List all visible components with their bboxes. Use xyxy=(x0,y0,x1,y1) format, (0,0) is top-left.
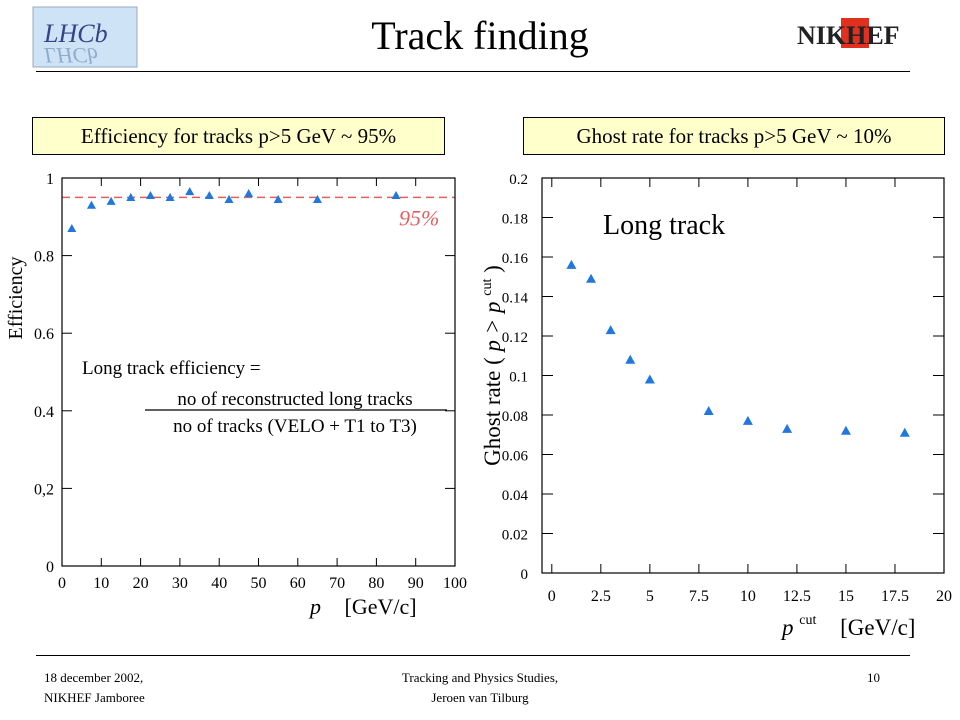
efficiency-summary-box: Efficiency for tracks p>5 GeV ~ 95% xyxy=(32,117,445,155)
y-tick-label: 0 xyxy=(521,567,529,583)
x-tick-label: 40 xyxy=(211,575,227,592)
ghost-rate-point xyxy=(899,427,910,437)
top-divider xyxy=(36,71,910,72)
bottom-divider xyxy=(36,655,910,656)
y-tick-label: 0.04 xyxy=(502,488,529,504)
efficiency-y-axis-label: Efficiency xyxy=(5,257,27,340)
x-tick-label: 50 xyxy=(251,575,267,592)
y-tick-label: 0.06 xyxy=(502,449,529,465)
y-tick-label: 0,2 xyxy=(34,481,54,498)
footer-talk-info: Tracking and Physics Studies, Jeroen van… xyxy=(360,668,600,708)
footer-author: Jeroen van Tilburg xyxy=(431,690,529,705)
x-tick-label: 12.5 xyxy=(783,588,811,605)
ghost-rate-point xyxy=(566,259,577,269)
efficiency-point xyxy=(86,200,96,209)
efficiency-point xyxy=(204,190,214,200)
x-tick-label: 20 xyxy=(936,588,952,605)
x-tick-label: 10 xyxy=(740,588,756,605)
footer-event: NIKHEF Jamboree xyxy=(44,690,145,705)
nikhef-logo-text: NIKHEF xyxy=(797,21,900,50)
ghost-rate-point xyxy=(586,273,597,283)
efficiency-point xyxy=(312,194,322,203)
x-tick-label: 60 xyxy=(290,575,306,592)
ghost-rate-point xyxy=(625,354,636,364)
y-tick-label: 0 xyxy=(46,559,54,576)
efficiency-point xyxy=(67,223,77,233)
x-tick-label: 7.5 xyxy=(689,588,709,605)
efficiency-point xyxy=(391,190,401,200)
lhcb-logo-text: LHCb xyxy=(43,19,108,48)
efficiency-point xyxy=(273,194,283,203)
footer-date-event: 18 december 2002, NIKHEF Jamboree xyxy=(44,668,145,708)
ghost-rate-point xyxy=(605,325,616,335)
ghost-rate-point xyxy=(782,423,793,433)
svg-text:LHCb: LHCb xyxy=(43,43,98,68)
slide-title: Track finding xyxy=(371,13,589,58)
footer-talk-title: Tracking and Physics Studies, xyxy=(401,670,559,685)
y-tick-label: 0.1 xyxy=(509,370,528,386)
efficiency-plot-frame xyxy=(61,177,456,567)
x-tick-label: 70 xyxy=(329,575,345,592)
x-tick-label: 100 xyxy=(443,575,467,592)
footer-date: 18 december 2002, xyxy=(44,670,144,685)
page-number: 10 xyxy=(867,670,880,685)
ghost-plot-title: Long track xyxy=(603,210,725,241)
ghost-y-axis-label: Ghost rate ( p > p cut ) xyxy=(471,265,505,466)
x-tick-label: 30 xyxy=(172,575,188,592)
x-axis-unit: [GeV/c] xyxy=(345,594,417,619)
x-axis-variable: p xyxy=(308,594,321,619)
y-tick-label: 0.8 xyxy=(34,249,54,266)
lhcb-logo: LHCb LHCb xyxy=(32,6,138,68)
efficiency-point xyxy=(126,192,136,201)
ghost-rate-summary-box: Ghost rate for tracks p>5 GeV ~ 10% xyxy=(523,117,945,155)
efficiency-point xyxy=(185,187,195,196)
ghost-rate-point xyxy=(644,374,655,384)
ghost-x-axis-label: p cut [GeV/c] xyxy=(780,604,915,640)
x-tick-label: 0 xyxy=(548,588,556,605)
y-tick-label: 0.6 xyxy=(34,326,54,343)
ghost-rate-chart: 0 2.5 5 7.5 10 12.5 15 17.5 20 0 0.02 0.04 0.06 0.08 0… xyxy=(471,172,952,640)
formula-numerator: no of reconstructed long tracks xyxy=(177,389,412,410)
efficiency-x-axis-label: p [GeV/c] xyxy=(308,594,417,619)
y-tick-label: 0.02 xyxy=(502,528,528,544)
x-tick-label: 17.5 xyxy=(881,588,909,605)
y-tick-label: 1 xyxy=(46,171,54,188)
x-tick-label: 5 xyxy=(646,588,654,605)
x-tick-label: 15 xyxy=(838,588,854,605)
y-tick-label: 0.18 xyxy=(502,212,528,228)
efficiency-chart: 0 10 20 30 40 50 60 70 80 90 100 0 0,2 0.4 0.6 0.8 1 95%… xyxy=(5,171,467,619)
reference-line-label: 95% xyxy=(399,205,439,230)
y-tick-label: 0.14 xyxy=(502,291,529,307)
ghost-rate-point xyxy=(840,425,851,435)
ghost-rate-point xyxy=(703,406,714,416)
formula-title: Long track efficiency = xyxy=(82,358,261,379)
y-tick-label: 0.16 xyxy=(502,251,529,267)
x-tick-label: 2.5 xyxy=(591,588,611,605)
y-tick-label: 0.12 xyxy=(502,330,528,346)
efficiency-point xyxy=(165,192,175,201)
ghost-plot-frame xyxy=(541,177,945,574)
efficiency-formula: Long track efficiency = no of reconstruc… xyxy=(82,358,447,437)
y-tick-label: 0.08 xyxy=(502,409,528,425)
x-tick-label: 0 xyxy=(58,575,66,592)
x-tick-label: 20 xyxy=(133,575,149,592)
x-tick-label: 80 xyxy=(368,575,384,592)
efficiency-point xyxy=(106,196,116,205)
y-tick-label: 0.2 xyxy=(509,172,528,188)
x-tick-label: 10 xyxy=(93,575,109,592)
x-tick-label: 90 xyxy=(408,575,424,592)
ghost-rate-point xyxy=(742,415,753,425)
y-tick-label: 0.4 xyxy=(34,404,54,421)
efficiency-point xyxy=(224,194,234,203)
formula-denominator: no of tracks (VELO + T1 to T3) xyxy=(173,416,417,437)
efficiency-point xyxy=(145,190,155,200)
efficiency-point xyxy=(244,189,254,198)
nikhef-logo: NIKHEF xyxy=(797,18,900,50)
